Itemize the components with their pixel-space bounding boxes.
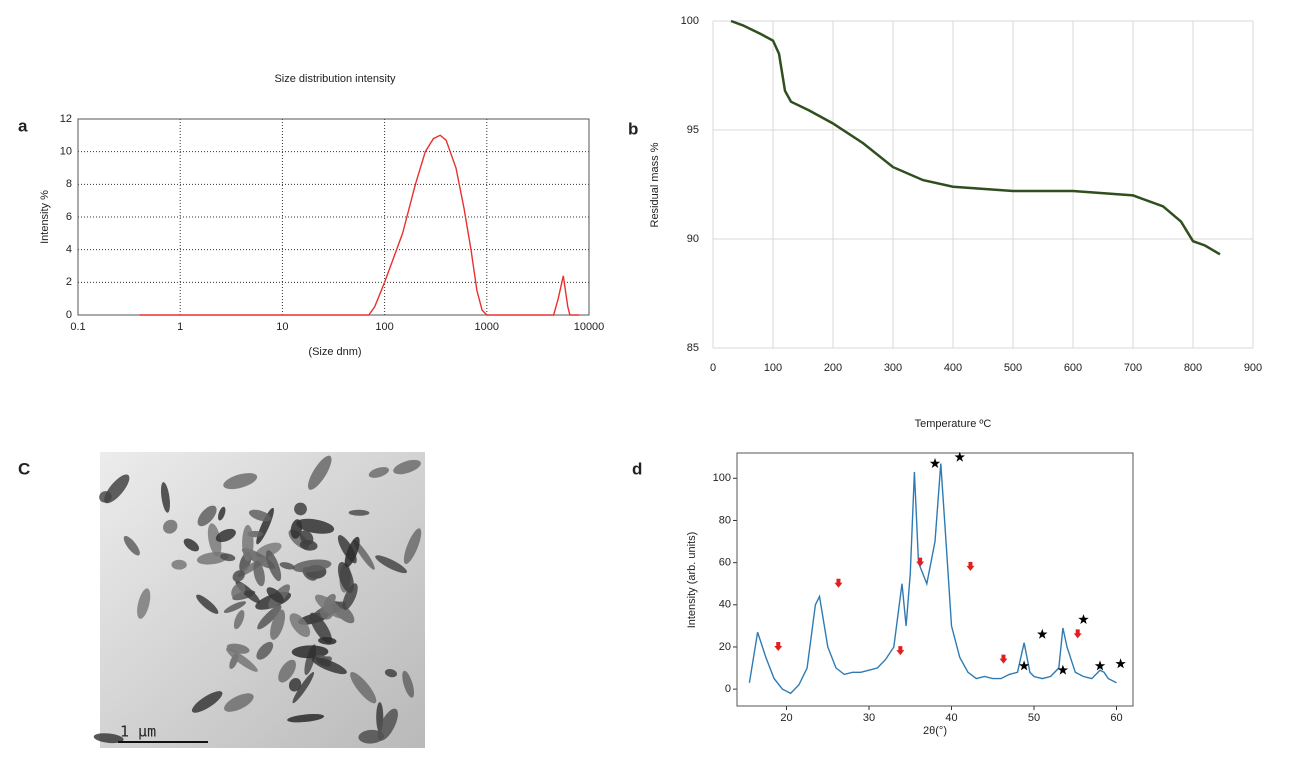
y-axis-label: Intensity (arb. units) [686, 532, 698, 629]
y-tick-label: 6 [66, 211, 72, 223]
arrow-marker [834, 579, 842, 588]
star-marker [1115, 658, 1126, 668]
data-line [140, 135, 580, 315]
data-line [749, 464, 1116, 694]
y-tick-label: 20 [719, 641, 731, 653]
y-tick-label: 0 [66, 309, 72, 321]
x-axis-label: (Size dnm) [308, 346, 361, 358]
x-tick-label: 500 [1004, 362, 1022, 374]
x-tick-label: 0 [710, 362, 716, 374]
y-axis-label: Intensity % [39, 190, 51, 244]
x-tick-label: 30 [863, 712, 875, 724]
x-tick-label: 1 [177, 321, 183, 333]
y-tick-label: 10 [60, 146, 72, 158]
y-tick-label: 8 [66, 178, 72, 190]
arrow-marker [966, 562, 974, 571]
x-axis-label: Temperature ºC [915, 418, 992, 430]
y-tick-label: 0 [725, 683, 731, 695]
x-tick-label: 50 [1028, 712, 1040, 724]
y-axis-label: Residual mass % [649, 142, 661, 227]
x-tick-label: 0.1 [70, 321, 85, 333]
y-tick-label: 40 [719, 599, 731, 611]
y-tick-label: 100 [713, 472, 731, 484]
x-tick-label: 400 [944, 362, 962, 374]
x-tick-label: 20 [780, 712, 792, 724]
x-tick-label: 10000 [574, 321, 605, 333]
scale-bar-label: 1 µm [120, 723, 156, 741]
star-marker [1037, 629, 1048, 639]
x-tick-label: 600 [1064, 362, 1082, 374]
x-tick-label: 40 [945, 712, 957, 724]
panel-label: a [18, 116, 28, 135]
panel-label: d [632, 459, 642, 478]
arrow-marker [896, 646, 904, 655]
y-tick-label: 100 [681, 15, 699, 27]
star-marker [1078, 614, 1088, 624]
x-tick-label: 900 [1244, 362, 1262, 374]
y-tick-label: 2 [66, 276, 72, 288]
y-tick-label: 4 [66, 244, 72, 256]
y-tick-label: 60 [719, 557, 731, 569]
x-tick-label: 100 [764, 362, 782, 374]
x-axis-label: 2θ(°) [923, 725, 947, 737]
star-marker [930, 458, 940, 468]
star-marker [1095, 660, 1105, 670]
x-tick-label: 700 [1124, 362, 1142, 374]
panel-label: b [628, 119, 638, 138]
x-tick-label: 10 [276, 321, 288, 333]
y-tick-label: 95 [687, 124, 699, 136]
x-tick-label: 800 [1184, 362, 1202, 374]
arrow-marker [916, 558, 924, 567]
arrow-marker [774, 642, 782, 651]
x-tick-label: 100 [375, 321, 393, 333]
x-tick-label: 300 [884, 362, 902, 374]
particle [242, 525, 253, 561]
micrograph [93, 452, 425, 748]
arrow-marker [999, 655, 1007, 664]
panel-label: C [18, 459, 30, 478]
chart-title: Size distribution intensity [274, 73, 396, 85]
arrow-marker [1074, 629, 1082, 638]
x-tick-label: 60 [1110, 712, 1122, 724]
y-tick-label: 85 [687, 342, 699, 354]
y-tick-label: 90 [687, 233, 699, 245]
x-tick-label: 1000 [475, 321, 499, 333]
x-tick-label: 200 [824, 362, 842, 374]
data-line [731, 21, 1220, 254]
y-tick-label: 12 [60, 113, 72, 125]
figure: C 1 µm a Size distribution intensity (Size… [0, 0, 1295, 756]
y-tick-label: 80 [719, 514, 731, 526]
